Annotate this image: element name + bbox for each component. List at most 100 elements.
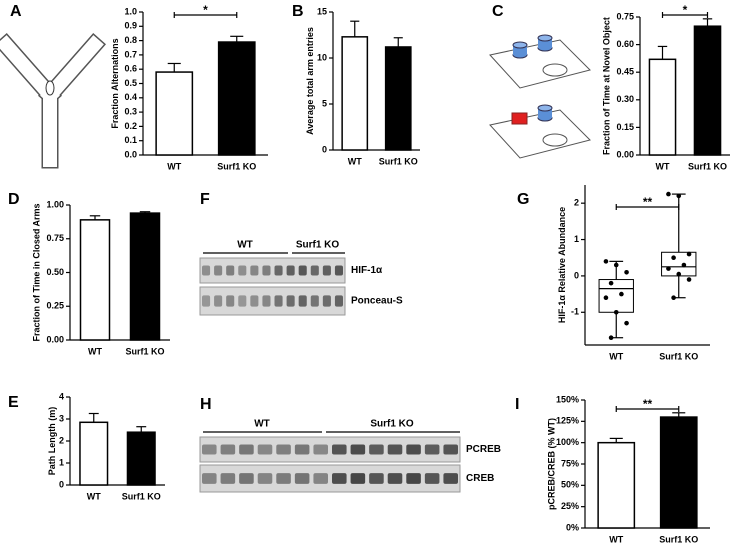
blot-band (202, 473, 217, 484)
x-tick-label: WT (609, 351, 623, 361)
blot-band (350, 444, 366, 455)
data-point (686, 251, 692, 257)
blot-band (322, 295, 331, 307)
y-tick-label: 50% (561, 480, 579, 490)
blot-band (350, 473, 366, 484)
y-tick-label: -1 (571, 307, 579, 317)
blot-band (239, 444, 254, 455)
y-tick-label: 0% (566, 522, 579, 532)
y-tick-label: 100% (556, 437, 579, 447)
y-tick-label: 3 (59, 413, 64, 423)
bar (79, 219, 111, 341)
y-tick-label: 4 (59, 391, 64, 401)
y-axis-label: Fraction of Time in Closed Arms (32, 203, 42, 341)
bar (126, 431, 156, 486)
bar (693, 25, 722, 156)
bar (384, 46, 412, 151)
blot-band (298, 295, 307, 307)
blot-band (220, 473, 236, 484)
group-label: Surf1 KO (296, 240, 340, 251)
data-point (613, 262, 619, 268)
y-tick-label: 1 (59, 457, 64, 467)
x-tick-label: Surf1 KO (217, 161, 256, 171)
x-tick-label: Surf1 KO (659, 351, 698, 361)
blot-band (274, 295, 283, 307)
group-label: WT (254, 419, 270, 430)
y-tick-label: 2 (574, 198, 579, 208)
blot-band (406, 473, 421, 484)
x-tick-label: WT (609, 534, 623, 543)
y-tick-label: 0 (322, 144, 327, 154)
x-tick-label: Surf1 KO (379, 156, 418, 166)
panel-letter: D (8, 191, 20, 208)
y-tick-label: 25% (561, 501, 579, 511)
y-tick-label: 5 (322, 98, 327, 108)
blot-band (214, 265, 223, 276)
blot-band (274, 265, 283, 276)
data-point (603, 295, 609, 301)
x-tick-label: WT (348, 156, 362, 166)
bar (79, 421, 109, 486)
y-axis-label: Average total arm entries (305, 27, 315, 135)
y-tick-label: 10 (317, 52, 327, 62)
y-axis-label: Fraction of Time at Novel Object (602, 17, 612, 155)
blot-band (332, 444, 347, 455)
row-label: HIF-1α (351, 265, 383, 276)
blot-band (257, 444, 273, 455)
y-tick-label: 0.15 (616, 122, 634, 132)
row-label: CREB (466, 473, 494, 484)
blot-band (276, 473, 291, 484)
x-tick-label: WT (167, 161, 181, 171)
y-maze-diagram (0, 33, 106, 169)
y-tick-label: 0.00 (46, 334, 64, 344)
data-point (666, 266, 671, 271)
y-tick-label: 0.0 (124, 149, 137, 159)
y-tick-label: 0.8 (124, 35, 137, 45)
blot-band (294, 473, 310, 484)
panel-letter: B (292, 3, 304, 20)
y-axis-label: Path Length (m) (47, 407, 57, 476)
data-point (666, 191, 671, 197)
blot-band (294, 444, 310, 455)
y-axis-label: pCREB/CREB (% WT) (547, 418, 557, 510)
y-tick-label: 0.3 (124, 106, 137, 116)
blot-band (443, 444, 458, 455)
blot-band (257, 473, 273, 484)
blot-band (250, 265, 259, 276)
blot-band (443, 473, 458, 484)
y-tick-label: 0.25 (46, 301, 64, 311)
data-point (608, 335, 614, 341)
blot-band (226, 265, 235, 276)
blot-band (214, 295, 223, 307)
blot-band (369, 473, 384, 484)
row-label: Ponceau-S (351, 296, 403, 307)
y-tick-label: 0.2 (124, 121, 137, 131)
data-point (624, 269, 629, 275)
blot-band (332, 473, 347, 484)
blot-band (310, 265, 319, 276)
panel-letter: C (492, 3, 504, 20)
blot-band (262, 265, 271, 276)
y-tick-label: 75% (561, 458, 579, 468)
sig-label: ** (643, 195, 653, 209)
bar (659, 416, 698, 529)
y-tick-label: 0.9 (124, 21, 137, 31)
blot-strip (199, 286, 346, 316)
panel-letter: F (200, 191, 210, 208)
blot-band (334, 265, 343, 276)
x-tick-label: Surf1 KO (122, 491, 161, 501)
y-tick-label: 0.7 (124, 49, 137, 59)
y-tick-label: 0.30 (616, 94, 634, 104)
blot-band (387, 473, 403, 484)
bar (129, 212, 161, 341)
y-tick-label: 1.0 (124, 6, 137, 16)
row-label: PCREB (466, 444, 501, 455)
bar (155, 71, 194, 156)
blot-band (226, 295, 235, 307)
box (598, 279, 634, 313)
y-tick-label: 0.45 (616, 67, 634, 77)
blot-band (238, 295, 247, 307)
bar (648, 58, 677, 156)
y-tick-label: 150% (556, 394, 579, 404)
